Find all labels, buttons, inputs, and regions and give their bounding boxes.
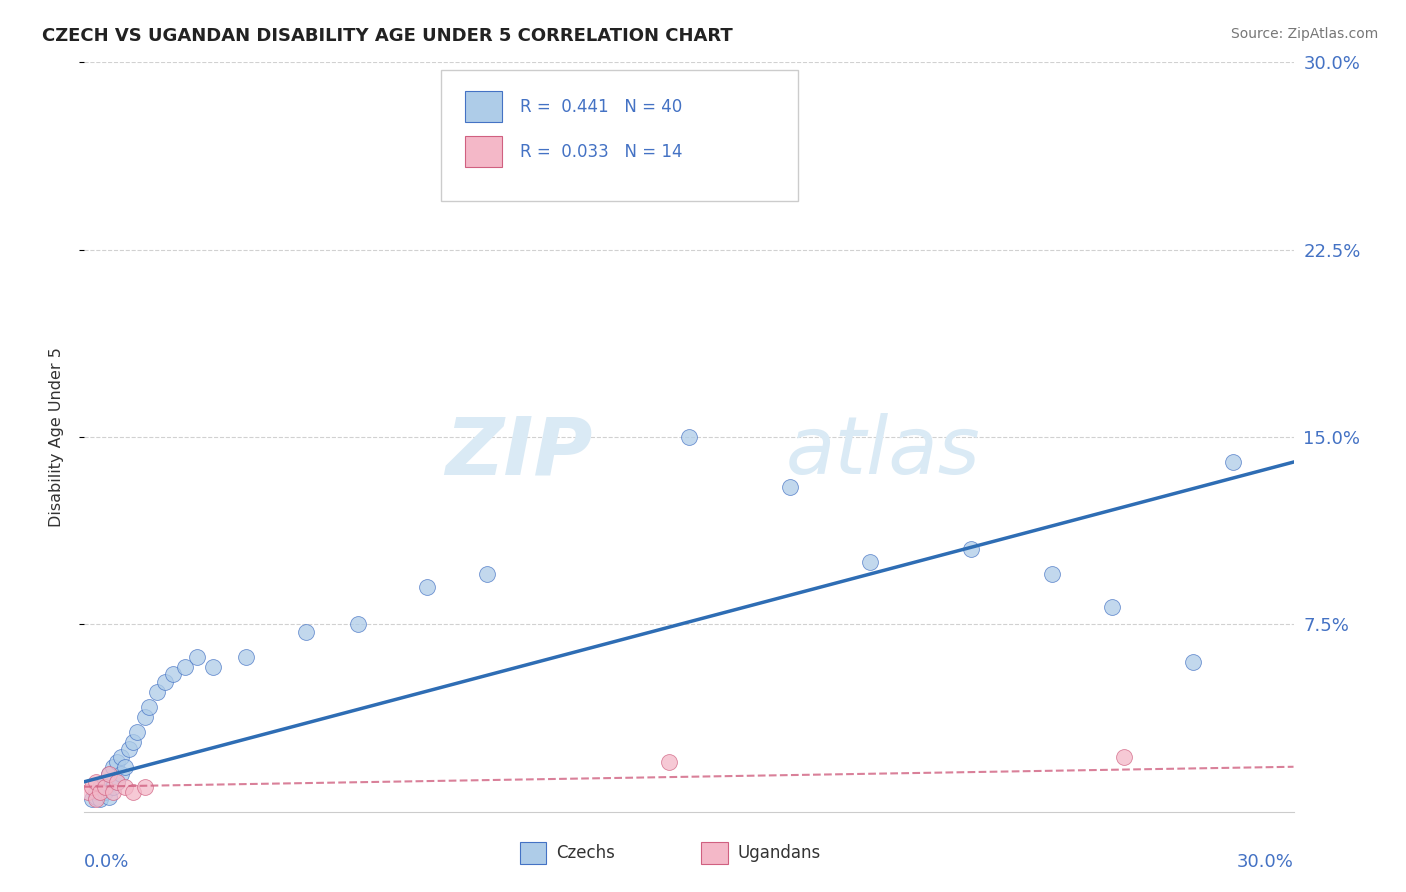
Point [101, 780, 124, 794]
Text: CZECH VS UGANDAN DISABILITY AGE UNDER 5 CORRELATION CHART: CZECH VS UGANDAN DISABILITY AGE UNDER 5 … [42, 27, 733, 45]
Text: Ugandans: Ugandans [737, 844, 821, 862]
Point [105, 755, 128, 769]
Text: ZIP: ZIP [444, 413, 592, 491]
Point [101, 760, 124, 774]
Point [347, 617, 370, 632]
Text: Czechs: Czechs [555, 844, 614, 862]
Point [86, 792, 108, 806]
Point [186, 649, 208, 664]
Bar [465, 136, 502, 168]
Point [93, 780, 115, 794]
Point [153, 674, 176, 689]
Point [779, 480, 801, 494]
Point [121, 785, 143, 799]
Point [97, 767, 120, 781]
FancyBboxPatch shape [441, 70, 797, 201]
Point [162, 667, 184, 681]
Point [477, 567, 499, 582]
Point [89, 792, 111, 806]
Point [1101, 599, 1123, 614]
Point [110, 767, 132, 781]
Point [101, 785, 124, 799]
Y-axis label: Disability Age Under 5: Disability Age Under 5 [49, 347, 63, 527]
Text: Source: ZipAtlas.com: Source: ZipAtlas.com [1230, 27, 1378, 41]
Point [134, 780, 156, 794]
Point [86, 789, 108, 804]
Point [1114, 749, 1136, 764]
Point [146, 685, 169, 699]
Point [1181, 655, 1204, 669]
Point [658, 755, 681, 769]
Point [97, 767, 120, 781]
Point [1222, 455, 1244, 469]
Point [960, 542, 983, 557]
Point [859, 555, 882, 569]
Point [89, 780, 111, 794]
Text: R =  0.441   N = 40: R = 0.441 N = 40 [520, 98, 682, 116]
Point [416, 580, 439, 594]
Point [110, 749, 132, 764]
Point [89, 785, 111, 799]
Text: atlas: atlas [786, 413, 980, 491]
Point [93, 785, 115, 799]
Point [1040, 567, 1063, 582]
Text: 30.0%: 30.0% [1237, 853, 1294, 871]
Point [174, 660, 197, 674]
Point [138, 699, 160, 714]
Point [235, 649, 257, 664]
Point [77, 785, 100, 799]
Point [134, 710, 156, 724]
Bar [465, 91, 502, 122]
Point [105, 774, 128, 789]
Bar [702, 842, 728, 864]
Point [121, 735, 143, 749]
Point [86, 774, 108, 789]
Point [97, 789, 120, 804]
Text: 0.0%: 0.0% [84, 853, 129, 871]
Point [678, 430, 700, 444]
Bar [520, 842, 547, 864]
Point [82, 780, 104, 794]
Point [86, 785, 108, 799]
Point [105, 774, 128, 789]
Point [82, 792, 104, 806]
Point [114, 780, 136, 794]
Point [93, 774, 115, 789]
Point [118, 742, 141, 756]
Point [114, 760, 136, 774]
Text: R =  0.033   N = 14: R = 0.033 N = 14 [520, 144, 682, 161]
Point [202, 660, 225, 674]
Point [125, 724, 148, 739]
Point [295, 624, 318, 639]
